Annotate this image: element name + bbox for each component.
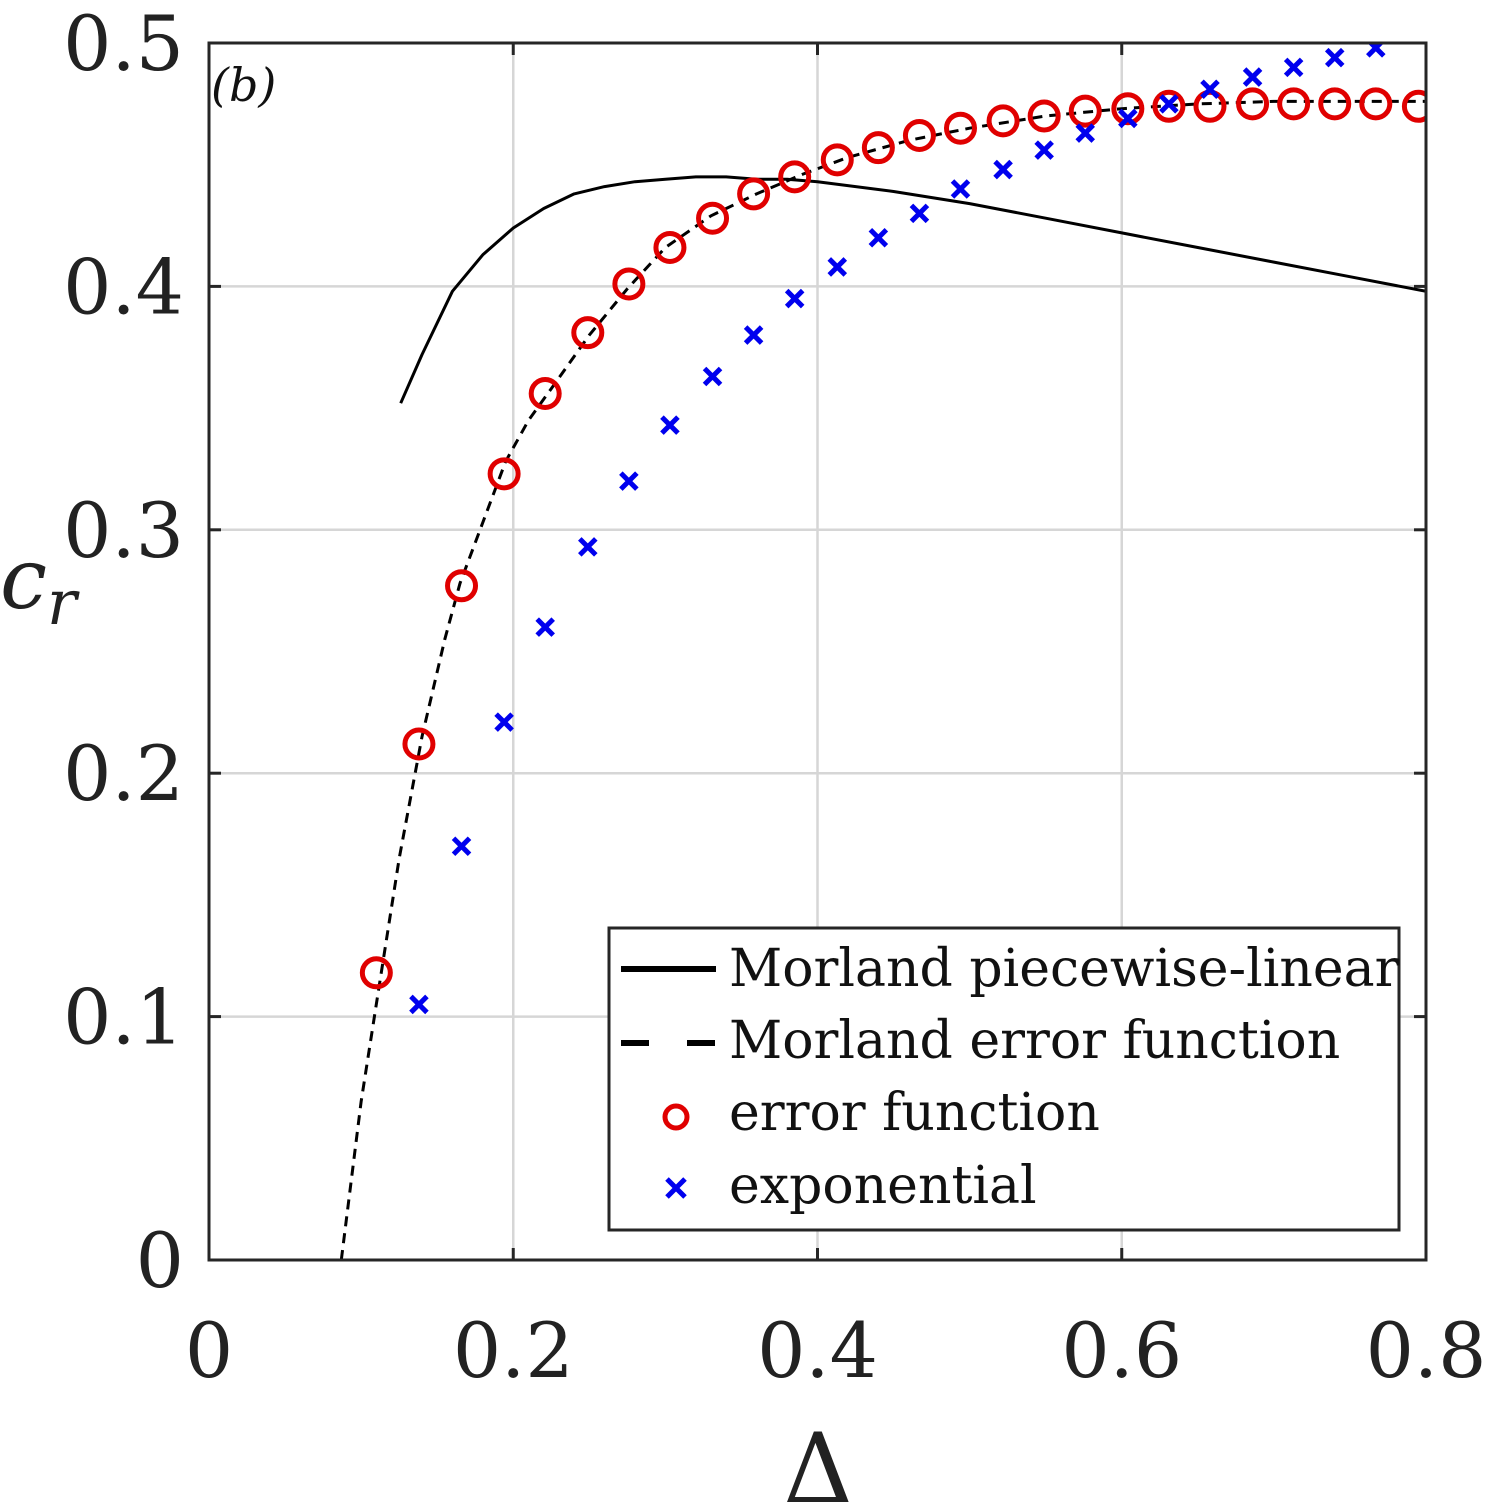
x-tick-label: 0.4	[757, 1306, 878, 1395]
data-point-exponential	[743, 325, 764, 345]
data-point-error-function	[1359, 87, 1393, 121]
data-point-exponential	[619, 471, 639, 491]
y-tick-label: 0	[136, 1216, 184, 1305]
data-point-error-function	[986, 104, 1020, 138]
data-point-exponential	[950, 179, 971, 199]
y-tick-label: 0.5	[63, 0, 184, 88]
data-point-error-function	[902, 118, 936, 152]
data-point-exponential	[535, 617, 555, 637]
y-axis-label-main: c	[0, 530, 47, 628]
legend: Morland piecewise-linear Morland error f…	[607, 926, 1401, 1232]
data-point-error-function	[861, 131, 895, 165]
data-point-exponential	[409, 994, 429, 1015]
data-point-error-function	[1027, 99, 1061, 133]
data-point-error-function	[1401, 89, 1426, 123]
legend-swatch-cross	[665, 1177, 687, 1199]
data-point-exponential	[1075, 123, 1096, 143]
data-point-exponential	[784, 288, 805, 309]
data-point-exponential	[1118, 108, 1138, 129]
y-tick-label: 0.1	[63, 973, 184, 1062]
x-tick-label: 0.6	[1061, 1306, 1182, 1395]
data-point-exponential	[1200, 79, 1220, 100]
data-point-exponential	[578, 537, 598, 557]
x-tick-label: 0.8	[1366, 1306, 1487, 1395]
data-point-exponential	[451, 836, 472, 856]
data-point-exponential	[1034, 140, 1054, 160]
data-point-error-function	[820, 143, 854, 177]
data-point-exponential	[909, 203, 930, 224]
data-point-error-function	[1068, 94, 1102, 128]
data-point-error-function	[1277, 87, 1311, 121]
grid	[209, 43, 1426, 1260]
data-point-error-function	[1152, 89, 1186, 123]
data-point-exponential	[660, 415, 680, 435]
tick-labels: 0 0.2 0.4 0.6 0.8 0 0.1 0.2 0.3 0.4 0.5	[63, 0, 1486, 1395]
data-point-exponential	[868, 227, 889, 248]
x-tick-label: 0.2	[453, 1306, 574, 1395]
data-point-error-function	[1111, 92, 1145, 126]
data-point-error-function	[737, 177, 771, 211]
data-point-error-function	[402, 727, 436, 761]
data-point-error-function	[445, 569, 479, 603]
legend-swatch-circle	[662, 1103, 690, 1131]
plot-frame	[207, 41, 1428, 1262]
data-point-exponential	[494, 712, 514, 732]
y-axis-label-sub: r	[47, 566, 80, 639]
y-tick-label: 0.2	[63, 729, 184, 818]
data-point-exponential	[1324, 47, 1345, 68]
data-point-error-function	[653, 230, 687, 264]
data-point-error-function	[612, 267, 646, 301]
data-point-exponential	[827, 257, 848, 277]
data-point-exponential	[1366, 43, 1386, 58]
y-axis-label: cr	[0, 530, 80, 639]
data-point-error-function	[487, 457, 521, 491]
data-point-exponential	[1283, 57, 1304, 78]
data-point-error-function	[778, 160, 812, 194]
data-point-error-function	[696, 201, 730, 235]
series-line-piecewise-linear	[399, 175, 1426, 404]
data-point-exponential	[1159, 94, 1179, 114]
x-tick-label: 0	[185, 1306, 233, 1395]
x-axis-label: Δ	[783, 1413, 852, 1508]
legend-box	[607, 926, 1401, 1232]
data-point-error-function	[1236, 87, 1270, 121]
data-point-exponential	[702, 366, 723, 387]
legend-label-piecewise-linear: Morland piecewise-linear	[729, 939, 1400, 999]
y-tick-label: 0.4	[63, 242, 184, 331]
series-line-morland-error-function	[339, 99, 1426, 1260]
data-point-exponential	[993, 159, 1013, 180]
legend-label-exponential: exponential	[729, 1156, 1037, 1216]
data-point-error-function	[359, 956, 393, 990]
data-point-error-function	[943, 111, 977, 145]
data-point-exponential	[1242, 67, 1263, 87]
legend-label-morland-error-function: Morland error function	[729, 1011, 1340, 1071]
panel-label: (b)	[211, 58, 276, 112]
data-point-error-function	[528, 376, 562, 410]
data-point-error-function	[1318, 87, 1352, 121]
data-point-error-function	[571, 316, 605, 350]
series-layer	[339, 43, 1426, 1260]
legend-label-error-function: error function	[729, 1083, 1100, 1143]
y-tick-label: 0.3	[63, 486, 184, 575]
